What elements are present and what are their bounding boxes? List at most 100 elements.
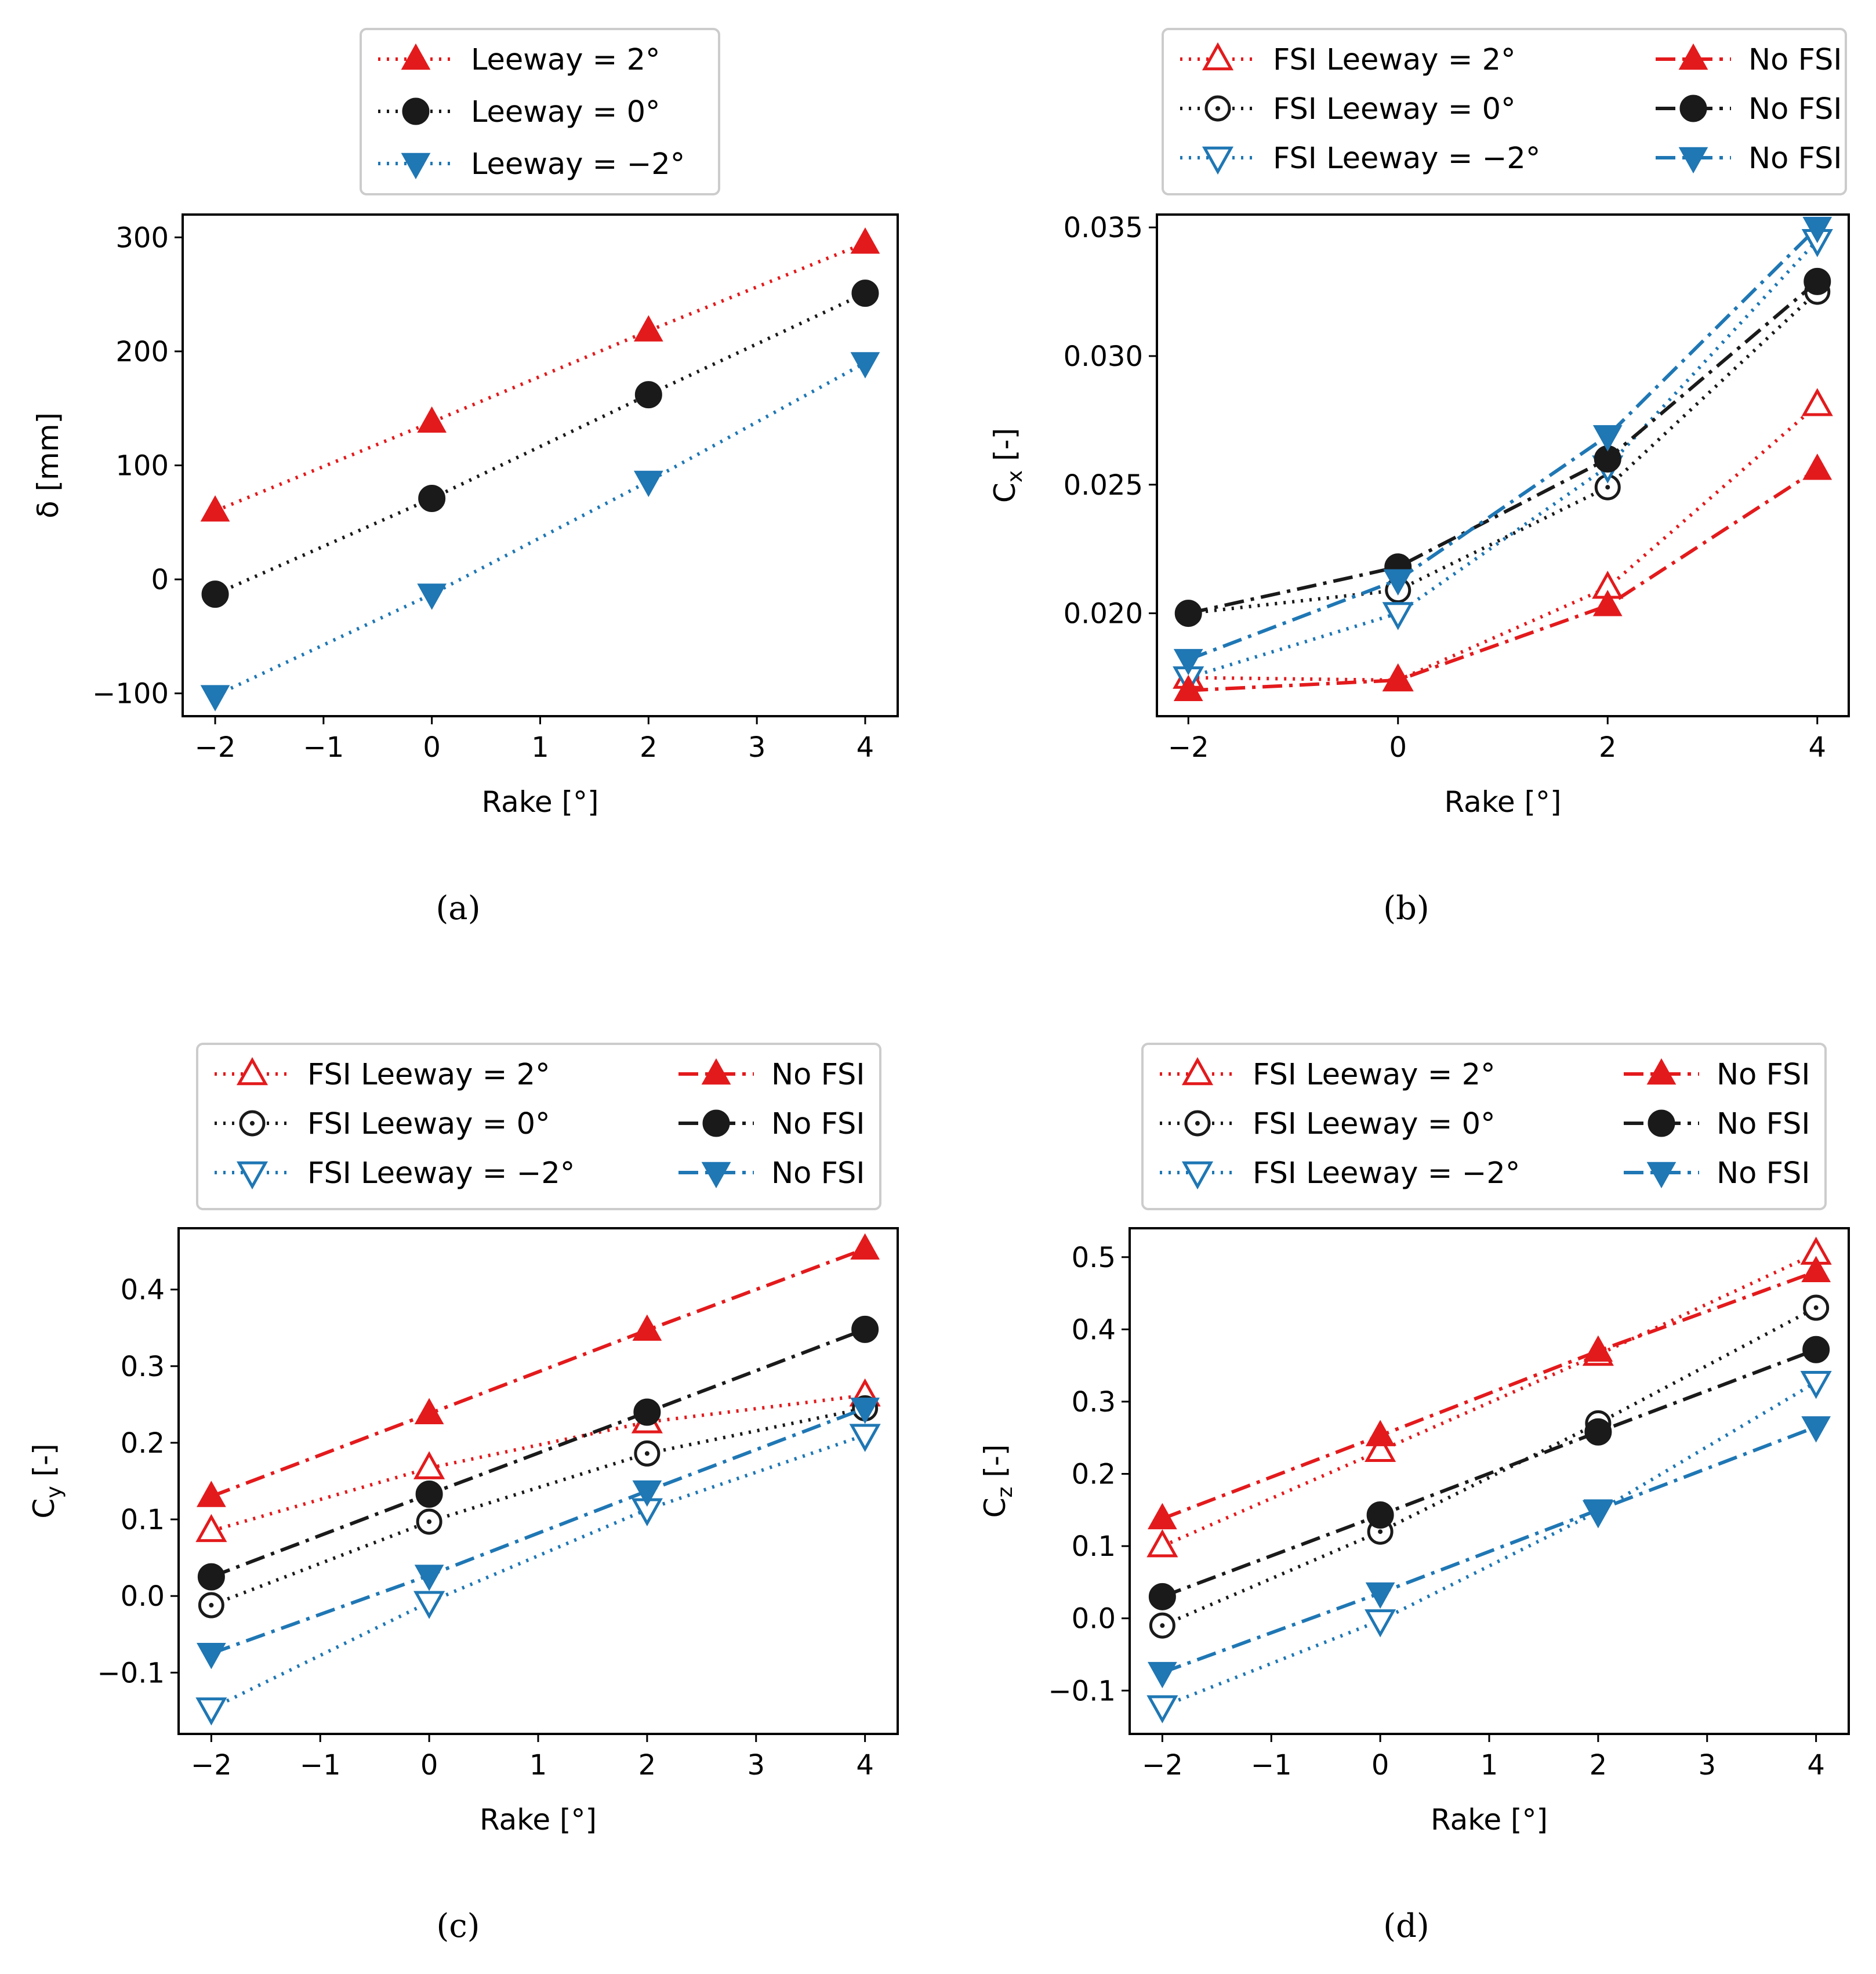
series-line-0: [211, 1394, 866, 1533]
y-tick-label: −0.1: [97, 1657, 165, 1689]
legend-marker: [701, 1058, 731, 1085]
data-point-3: [1383, 664, 1413, 691]
series-line-5: [1188, 226, 1819, 662]
x-tick-label: 2: [638, 1749, 656, 1781]
data-point-0: [1146, 1529, 1178, 1558]
x-tick-label: 0: [1371, 1749, 1389, 1781]
series-line-0: [1188, 403, 1819, 682]
plot-frame: [1128, 1227, 1850, 1735]
legend-label: Leeway = 0°: [471, 95, 661, 129]
data-point-0: [1801, 388, 1833, 416]
legend-label: FSI Leeway = 2°: [1253, 1058, 1496, 1092]
data-point-4: [415, 1480, 443, 1508]
x-tick-label: 0: [1389, 731, 1407, 764]
y-axis-label-suffix: [-]: [27, 1443, 61, 1486]
y-axis-label: δ [mm]: [31, 412, 65, 518]
chart-d: −2 −1 0 1 2 3 4 −0.1 0.0 0.1 0.2 0.3 0.4 0.5 Rake [°] C…: [978, 1043, 1850, 1945]
data-point-1: [418, 485, 446, 513]
data-point-3: [632, 1314, 662, 1341]
data-point-3: [850, 1233, 880, 1260]
data-point-1-center: [427, 1519, 432, 1525]
data-point-2: [200, 685, 230, 712]
legend-marker: [402, 97, 430, 125]
series-line-3: [1162, 1269, 1817, 1521]
x-tick-label: 4: [1808, 731, 1826, 764]
x-tick-label: −2: [1142, 1749, 1183, 1781]
legend-label: No FSI: [1717, 1156, 1810, 1191]
x-tick-label: 4: [1807, 1749, 1825, 1781]
x-axis-label: Rake [°]: [1444, 785, 1561, 819]
data-point-5: [1801, 1416, 1831, 1443]
data-point-3: [1365, 1420, 1395, 1446]
legend-label: FSI Leeway = −2°: [307, 1156, 575, 1191]
y-tick-label: 0.3: [1072, 1386, 1116, 1418]
plot-frame: [177, 1227, 899, 1735]
data-point-5: [1383, 569, 1413, 596]
data-point-1: [634, 381, 662, 409]
y-axis-label-main: C: [27, 1498, 61, 1519]
data-point-2: [413, 1591, 445, 1619]
series-line-2: [211, 1433, 866, 1711]
data-point-5: [632, 1480, 662, 1507]
legend-label: Leeway = 2°: [471, 43, 661, 77]
x-tick-label: 3: [1698, 1749, 1716, 1781]
legend-marker-center: [1195, 1121, 1200, 1126]
y-tick-label: 0.1: [121, 1504, 165, 1536]
data-point-0: [633, 315, 663, 342]
subfigure-caption: (a): [436, 890, 480, 927]
legend-label: No FSI: [1748, 141, 1842, 176]
legend-label: No FSI: [1748, 92, 1842, 126]
series-line-5: [1162, 1425, 1817, 1674]
data-point-0: [1365, 1434, 1396, 1462]
legend-marker: [1678, 43, 1708, 70]
legend-marker: [1181, 1057, 1214, 1086]
legend-marker-center: [1215, 106, 1220, 111]
y-axis-label: Cx [-]: [988, 428, 1027, 503]
series-line-4: [1188, 280, 1819, 615]
series-line-3: [1188, 467, 1819, 692]
series-line-1: [1188, 290, 1819, 615]
series-line-4: [1162, 1348, 1817, 1599]
x-tick-label: −2: [195, 731, 236, 764]
y-tick-label: 0.5: [1072, 1242, 1116, 1274]
series-line-4: [211, 1327, 866, 1579]
data-point-5: [1802, 216, 1833, 244]
plot-frame: [1156, 213, 1850, 717]
data-point-5: [197, 1642, 226, 1670]
data-point-2: [850, 352, 880, 379]
x-tick-label: 2: [1599, 731, 1617, 764]
data-point-5: [1592, 425, 1623, 452]
chart-a: −2 −1 0 1 2 3 4 −100 0 100 200 300 Rake [°] δ [mm] Lee…: [31, 28, 899, 927]
legend: FSI Leeway = 2° FSI Leeway = 0° FSI Leeway…: [1141, 1043, 1827, 1210]
legend-marker: [236, 1057, 268, 1086]
series-line-0: [1162, 1251, 1817, 1548]
y-axis-label-sub: x: [1003, 470, 1027, 482]
legend-label: FSI Leeway = 2°: [1273, 43, 1516, 77]
data-point-3: [197, 1480, 226, 1507]
chart-c: −2 −1 0 1 2 3 4 −0.1 0.0 0.1 0.2 0.3 0.4 Rake [°] Cy […: [27, 1043, 899, 1945]
y-tick-label: 0.2: [121, 1427, 165, 1460]
y-tick-label: 0.035: [1064, 212, 1143, 244]
x-tick-label: 3: [748, 731, 766, 764]
y-tick-label: 0.2: [1072, 1458, 1116, 1491]
data-point-1-center: [1813, 1305, 1819, 1311]
x-tick-label: −1: [1251, 1749, 1292, 1781]
y-tick-label: −100: [92, 678, 169, 710]
legend-label: Leeway = −2°: [471, 147, 685, 182]
x-tick-label: 4: [856, 1749, 874, 1781]
subfigure-caption: (c): [436, 1907, 480, 1945]
y-tick-label: 0.020: [1064, 598, 1143, 630]
y-tick-label: 0.030: [1064, 340, 1143, 373]
y-tick-label: 0.1: [1072, 1530, 1116, 1563]
data-point-2: [417, 583, 447, 610]
legend: Leeway = 2° Leeway = 0° Leeway = −2°: [360, 28, 720, 195]
series-line-3: [211, 1247, 866, 1498]
data-point-1-center: [209, 1603, 214, 1608]
legend-marker: [1646, 1058, 1677, 1085]
data-point-2: [1382, 602, 1414, 630]
legend-label: FSI Leeway = 0°: [1253, 1107, 1496, 1141]
y-tick-label: 0.4: [121, 1274, 165, 1307]
data-point-3: [414, 1398, 444, 1425]
plot-frame: [182, 213, 899, 717]
y-tick-label: 200: [115, 336, 169, 368]
